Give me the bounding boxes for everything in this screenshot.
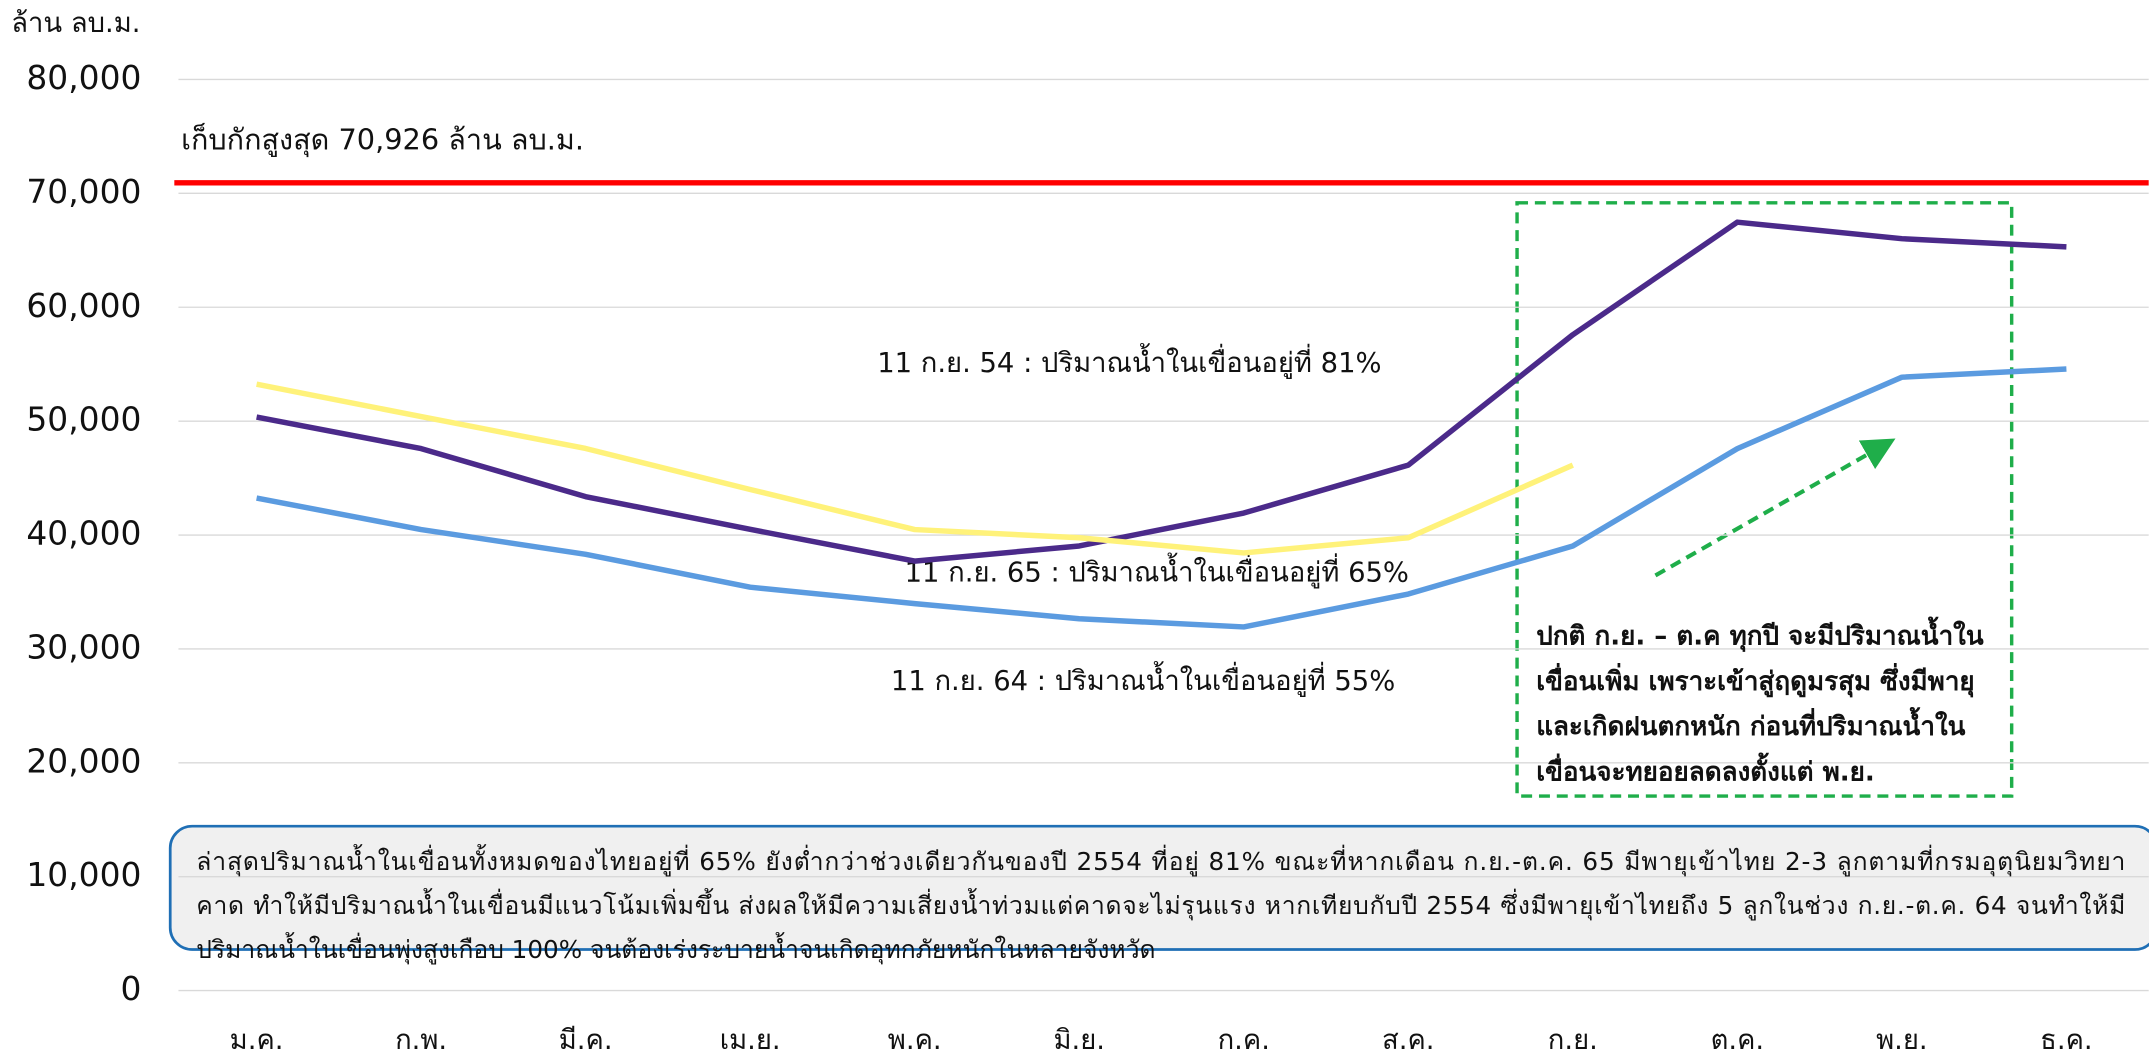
reference-label: เก็บกักสูงสุด 70,926 ล้าน ลบ.ม. xyxy=(181,122,584,158)
y-tick-label: 80,000 xyxy=(26,58,141,97)
y-tick-label: 70,000 xyxy=(26,172,141,211)
x-tick-label: ส.ค. xyxy=(1382,1025,1434,1055)
box-text: เขื่อนจะทยอยลดลงตั้งแต่ พ.ย. xyxy=(1536,751,1875,787)
series-line xyxy=(256,381,1574,556)
series-line xyxy=(256,219,2067,564)
x-tick-label: เม.ย. xyxy=(720,1025,781,1055)
x-tick-label: ธ.ค. xyxy=(2040,1025,2092,1055)
x-tick-label: ก.ค. xyxy=(1218,1025,1270,1055)
y-tick-label: 20,000 xyxy=(26,741,141,780)
note-text: คาด ทำให้มีปริมาณน้ำในเขื่อนมีแนวโน้มเพิ… xyxy=(196,888,2125,921)
annotation: 11 ก.ย. 65 : ปริมาณน้ำในเขื่อนอยู่ที่ 65… xyxy=(905,553,1409,589)
y-tick-label: 10,000 xyxy=(26,855,141,894)
x-tick-label: ก.พ. xyxy=(395,1025,447,1055)
note-text: ปริมาณน้ำในเขื่อนพุ่งสูงเกือบ 100% จนต้อ… xyxy=(196,932,1155,965)
x-tick-label: มี.ค. xyxy=(559,1025,613,1055)
box-text: ปกติ ก.ย. – ต.ค ทุกปี จะมีปริมาณน้ำใน xyxy=(1536,616,1984,653)
y-axis-title: ล้าน ลบ.ม. xyxy=(11,8,140,39)
y-tick-label: 50,000 xyxy=(26,400,141,439)
annotation: 11 ก.ย. 54 : ปริมาณน้ำในเขื่อนอยู่ที่ 81… xyxy=(877,343,1381,379)
trend-arrow xyxy=(1654,438,1896,578)
x-tick-label: พ.ย. xyxy=(1876,1025,1928,1055)
y-tick-label: 60,000 xyxy=(26,286,141,325)
annotation: 11 ก.ย. 64 : ปริมาณน้ำในเขื่อนอยู่ที่ 55… xyxy=(891,661,1395,697)
note-text: ล่าสุดปริมาณน้ำในเขื่อนทั้งหมดของไทยอยู่… xyxy=(196,844,2125,877)
box-text: และเกิดฝนตกหนัก ก่อนที่ปริมาณน้ำใน xyxy=(1536,706,1965,742)
x-tick-label: ก.ย. xyxy=(1548,1025,1598,1055)
highlight-box xyxy=(1515,201,2014,798)
x-tick-label: พ.ค. xyxy=(888,1025,942,1055)
box-text: เขื่อนเพิ่ม เพราะเข้าสู่ฤดูมรสุม ซึ่งมีพ… xyxy=(1536,662,1974,698)
y-tick-label: 30,000 xyxy=(26,627,141,666)
note-box xyxy=(168,824,2149,951)
x-tick-label: มิ.ย. xyxy=(1053,1025,1105,1055)
y-tick-label: 0 xyxy=(121,969,142,1008)
x-tick-label: ม.ค. xyxy=(230,1025,284,1055)
x-tick-label: ต.ค. xyxy=(1711,1025,1765,1055)
series-line xyxy=(256,366,2067,630)
y-tick-label: 40,000 xyxy=(26,514,141,553)
